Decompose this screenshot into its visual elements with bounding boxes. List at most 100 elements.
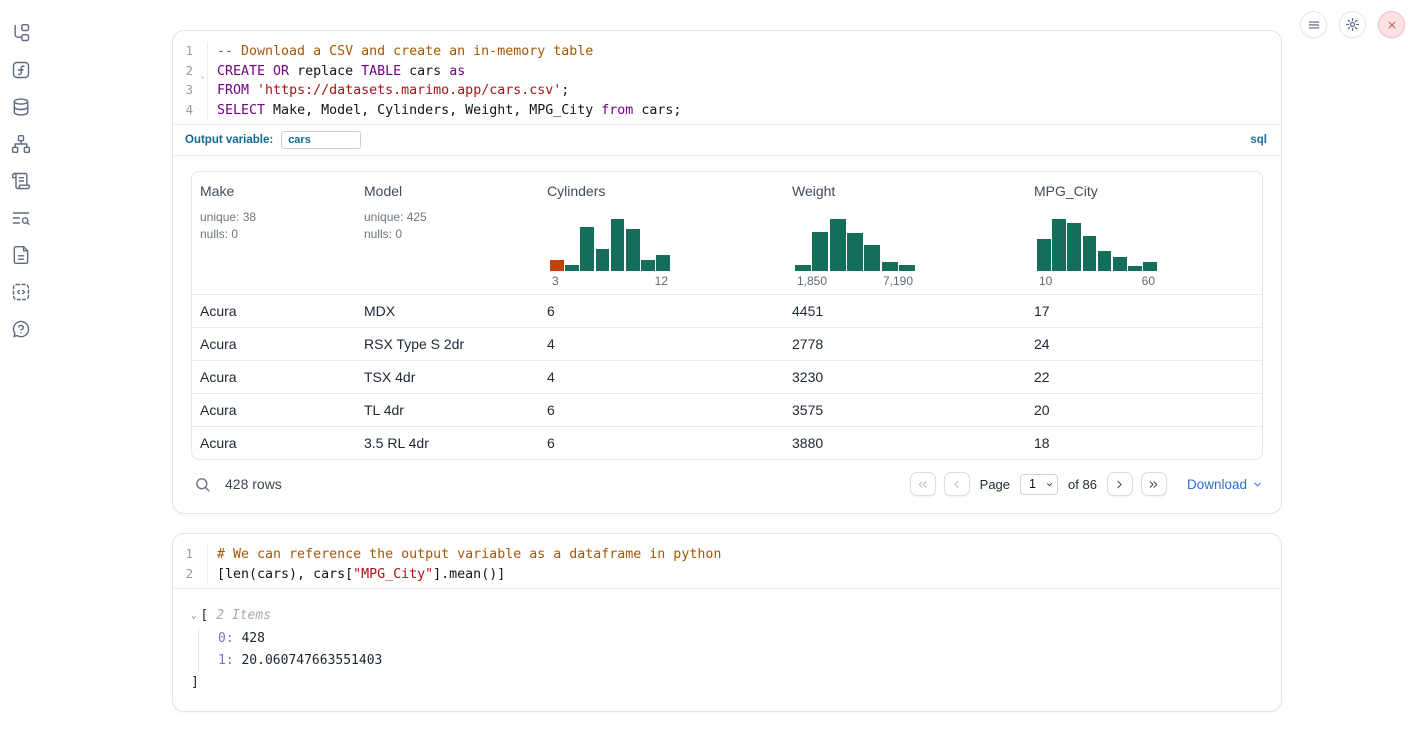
notebook-menu-button[interactable] (1300, 11, 1327, 38)
column-histogram: 3 12 (550, 219, 670, 294)
text-search-icon[interactable] (10, 207, 32, 229)
table-cell: 4 (547, 369, 555, 386)
hamburger-icon (1308, 21, 1319, 28)
table-cell: RSX Type S 2dr (364, 336, 465, 353)
close-x-icon (1388, 21, 1395, 28)
shutdown-button[interactable] (1378, 11, 1405, 38)
next-page-button[interactable] (1106, 472, 1133, 497)
file-tree-icon[interactable] (10, 22, 32, 44)
table-row[interactable]: Acura MDX 6 4451 17 (192, 294, 1262, 327)
chevron-right-icon (1117, 480, 1123, 489)
axis-max-label: 12 (654, 274, 668, 289)
fold-toggle-icon[interactable]: ⌄ (200, 70, 205, 80)
table-cell: 3880 (792, 435, 824, 452)
column-stat: nulls: 0 (364, 227, 403, 242)
column-name[interactable]: MPG_City (1034, 183, 1098, 200)
code-text: FROM 'https://datasets.marimo.app/cars.c… (217, 83, 570, 99)
items-count-label: 2 Items (216, 608, 272, 624)
pagination: Page 1 of 86 Download (909, 472, 1263, 497)
column-stat: unique: 425 (364, 210, 427, 225)
axis-min-label: 10 (1039, 274, 1053, 289)
last-page-button[interactable] (1140, 472, 1167, 497)
code-line: 3 FROM 'https://datasets.marimo.app/cars.… (173, 81, 1281, 101)
table-cell: Acura (200, 402, 237, 419)
histogram-axis-labels: 10 60 (1037, 274, 1157, 288)
sql-code-editor[interactable]: 1 -- Download a CSV and create an in-memo… (173, 31, 1281, 126)
histogram-bar (1067, 223, 1082, 272)
line-number: 3 (173, 81, 208, 101)
table-cell: 6 (547, 435, 555, 452)
table-cell: TL 4dr (364, 402, 404, 419)
histogram-bar (899, 265, 916, 272)
output-tree-entry: 0: 428 (218, 628, 1263, 650)
database-icon[interactable] (10, 96, 32, 118)
chevron-down-icon (1254, 482, 1261, 487)
code-line: 2 ⌄ CREATE OR replace TABLE cars as (173, 61, 1281, 82)
histogram-bar (1128, 266, 1142, 272)
histogram-bar (1097, 251, 1112, 272)
axis-min-label: 3 (552, 274, 559, 289)
collapse-chevron-icon[interactable]: ⌄ (191, 611, 197, 622)
open-bracket: [ (200, 608, 209, 624)
file-text-icon[interactable] (10, 244, 32, 266)
table-row[interactable]: Acura TSX 4dr 4 3230 22 (192, 360, 1262, 393)
page-select[interactable]: 1 (1020, 473, 1059, 495)
column-name[interactable]: Cylinders (547, 183, 606, 200)
scroll-icon[interactable] (10, 170, 32, 192)
table-column-header: Model unique: 425 nulls: 0 (356, 182, 539, 294)
function-square-icon[interactable] (10, 59, 32, 81)
table-cell: 4 (547, 336, 555, 353)
python-code-editor[interactable]: 1 # We can reference the output variable … (173, 534, 1281, 590)
download-button[interactable]: Download (1187, 477, 1263, 492)
prev-page-button[interactable] (943, 472, 970, 497)
table-footer: 428 rows Page 1 of 86 Do (173, 460, 1281, 497)
chevrons-left-icon (918, 481, 927, 488)
histogram-bar (881, 262, 898, 272)
column-name[interactable]: Weight (792, 183, 836, 200)
output-variable-row: Output variable: sql (173, 125, 1281, 157)
table-cell: Acura (200, 369, 237, 386)
table-header: Make unique: 38 nulls: 0 Model unique: 425 nu… (192, 172, 1262, 294)
help-bubble-icon[interactable] (10, 318, 32, 340)
table-row[interactable]: Acura 3.5 RL 4dr 6 3880 18 (192, 426, 1262, 459)
histogram-bar (656, 255, 670, 272)
column-histogram: 10 60 (1037, 219, 1157, 294)
entry-key: 0: (218, 631, 234, 647)
output-tree-root: ⌄ [ 2 Items (191, 606, 1263, 626)
table-cell: 17 (1034, 303, 1050, 320)
histogram-bar (580, 227, 595, 272)
axis-max-label: 7,190 (882, 274, 913, 289)
first-page-button[interactable] (909, 472, 936, 497)
output-tree-entry: 1: 20.060747663551403 (218, 650, 1263, 672)
axis-max-label: 60 (1141, 274, 1155, 289)
column-histogram: 1,850 7,190 (795, 219, 916, 294)
network-icon[interactable] (10, 133, 32, 155)
table-column-header: Make unique: 38 nulls: 0 (192, 182, 356, 294)
table-row[interactable]: Acura TL 4dr 6 3575 20 (192, 393, 1262, 426)
code-text: [len(cars), cars["MPG_City"].mean()] (217, 566, 506, 582)
table-cell: 3230 (792, 369, 824, 386)
line-number: 1 (173, 545, 208, 565)
table-row[interactable]: Acura RSX Type S 2dr 4 2778 24 (192, 327, 1262, 360)
entry-value: 428 (233, 631, 265, 647)
histogram-bar (795, 265, 811, 272)
python-cell: 1 # We can reference the output variable … (172, 533, 1282, 712)
table-cell: 24 (1034, 336, 1050, 353)
close-bracket: ] (191, 675, 199, 691)
table-cell: TSX 4dr (364, 369, 416, 386)
column-stat: nulls: 0 (200, 227, 239, 242)
table-cell: 3575 (792, 402, 824, 419)
code-snippet-icon[interactable] (10, 281, 32, 303)
histogram-bar (1082, 236, 1097, 272)
language-badge[interactable]: sql (1250, 134, 1267, 147)
column-name[interactable]: Model (364, 183, 403, 200)
column-name[interactable]: Make (200, 183, 235, 200)
entry-value: 20.060747663551403 (233, 653, 383, 669)
output-variable-input[interactable] (281, 131, 362, 150)
code-text: SELECT Make, Model, Cylinders, Weight, M… (217, 102, 682, 118)
settings-button[interactable] (1339, 11, 1366, 38)
table-cell: Acura (200, 303, 237, 320)
table-cell: 18 (1034, 435, 1050, 452)
python-output: ⌄ [ 2 Items 0: 428 1: 20.060747663551403 … (173, 589, 1281, 693)
search-icon[interactable] (194, 476, 211, 493)
